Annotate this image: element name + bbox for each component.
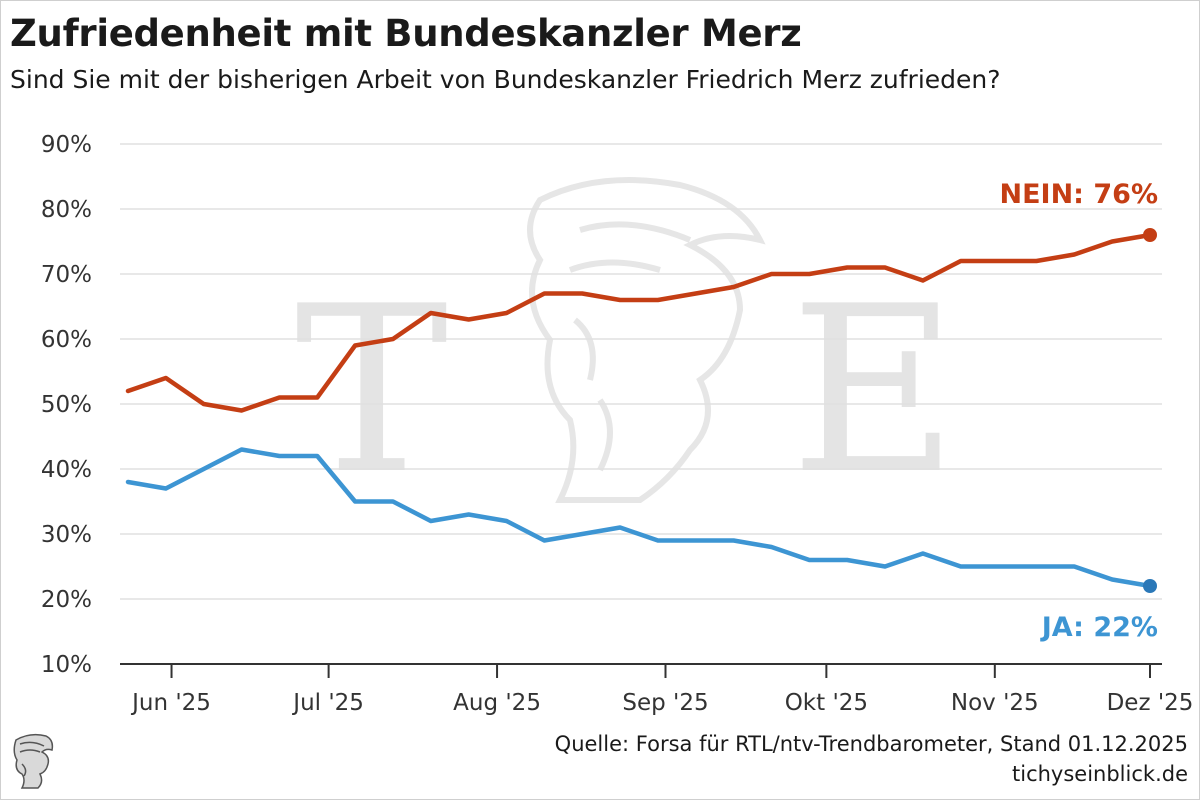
y-tick-label: 40% — [41, 457, 92, 483]
end-point-nein — [1143, 228, 1157, 242]
watermark-letter-e: E — [790, 258, 958, 525]
tichys-einblick-logo-icon — [8, 730, 58, 792]
x-tick-label: Okt '25 — [785, 690, 868, 716]
y-tick-label: 80% — [41, 197, 92, 223]
x-axis: Jun '25 Jul '25 Aug '25 Sep '25 Okt '25 Nov '… — [120, 663, 1194, 716]
watermark-letter-t: T — [295, 258, 448, 525]
source-note: Quelle: Forsa für RTL/ntv-Trendbarometer… — [554, 732, 1188, 756]
x-tick-label: Aug '25 — [453, 690, 541, 716]
site-credit: tichyseinblick.de — [1012, 762, 1188, 786]
x-tick-label: Jul '25 — [291, 690, 364, 716]
y-tick-label: 20% — [41, 587, 92, 613]
y-tick-label: 90% — [41, 132, 92, 158]
end-point-ja — [1143, 579, 1157, 593]
end-label-nein: NEIN: 76% — [999, 179, 1158, 210]
y-tick-label: 30% — [41, 522, 92, 548]
y-axis-ticks: 10% 20% 30% 40% 50% 60% 70% 80% 90% — [41, 132, 92, 678]
x-tick-label: Dez '25 — [1107, 690, 1194, 716]
chart-title: Zufriedenheit mit Bundeskanzler Merz — [10, 12, 802, 55]
x-tick-label: Jun '25 — [130, 690, 211, 716]
grid-lines — [120, 143, 1162, 600]
y-tick-label: 10% — [41, 652, 92, 678]
watermark-head-icon — [527, 177, 766, 503]
end-labels: NEIN: 76% JA: 22% — [999, 179, 1158, 643]
x-tick-label: Sep '25 — [622, 690, 708, 716]
y-tick-label: 60% — [41, 327, 92, 353]
series-line-ja — [125, 447, 1153, 589]
series-line-nein — [125, 232, 1153, 413]
series-lines — [125, 228, 1157, 593]
y-tick-label: 70% — [41, 262, 92, 288]
chart-subtitle: Sind Sie mit der bisherigen Arbeit von B… — [10, 65, 1001, 94]
end-label-ja: JA: 22% — [1040, 612, 1158, 643]
x-tick-label: Nov '25 — [951, 690, 1039, 716]
y-tick-label: 50% — [41, 392, 92, 418]
watermark-logo: T E — [295, 177, 958, 525]
